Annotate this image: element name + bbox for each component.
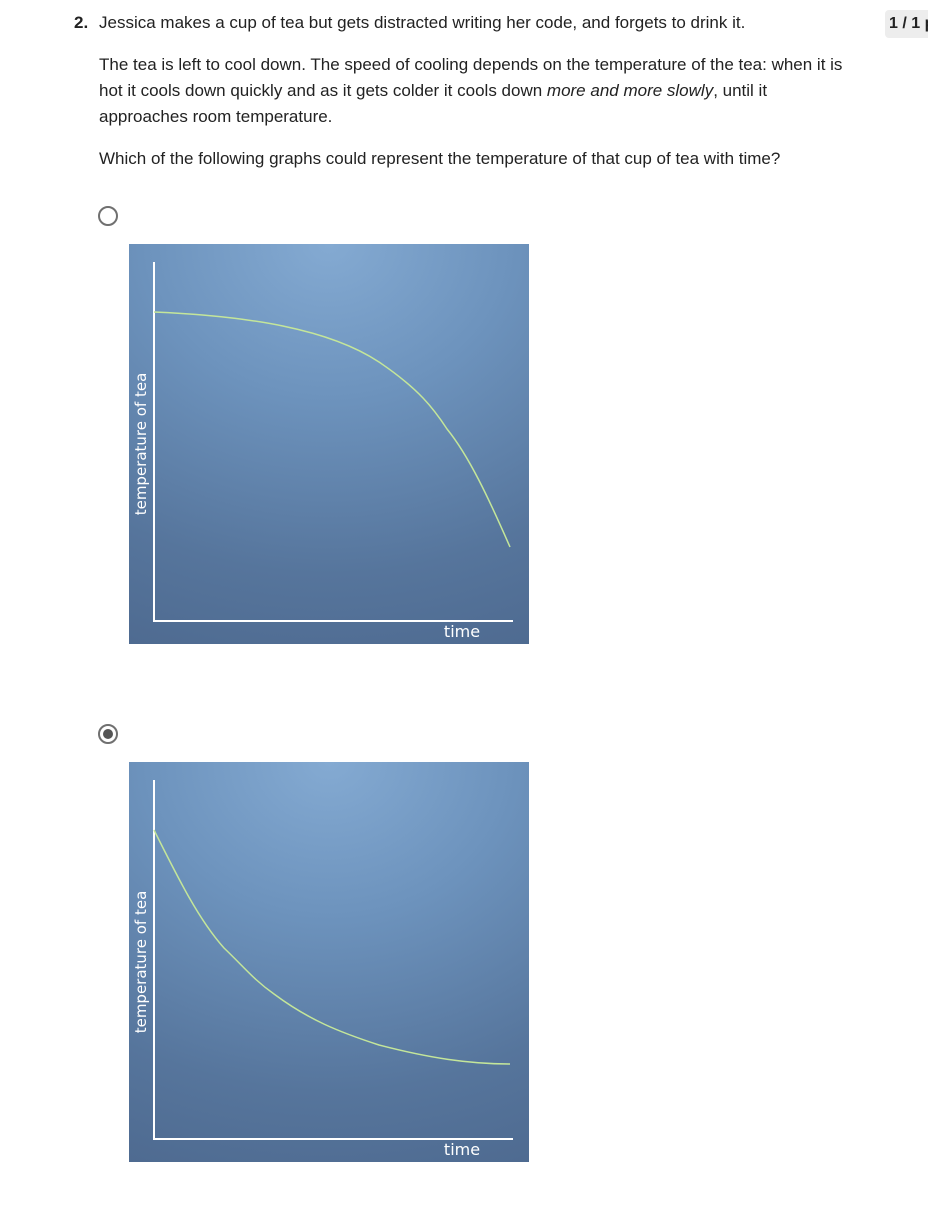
description-end: , until it approaches room temperature. [99, 81, 768, 126]
option-1-graph[interactable]: temperature of tea time [129, 244, 529, 644]
description-emphasis: more and more slowly [546, 81, 714, 100]
description-start: The tea is left to cool down. The speed … [99, 55, 843, 100]
temperature-curve [153, 311, 511, 548]
score-badge: 1 / 1 p [885, 10, 928, 38]
x-axis-label: time [443, 1140, 481, 1159]
option-2-graph-svg [153, 780, 513, 1140]
y-axis-label: temperature of tea [132, 890, 150, 1034]
question-title: Jessica makes a cup of tea but gets dist… [99, 13, 746, 32]
x-axis-label: time [443, 622, 481, 641]
temperature-curve [153, 829, 511, 1065]
option-2-radio[interactable] [98, 724, 118, 744]
question-number: 2. [74, 13, 89, 32]
option-2-graph[interactable]: temperature of tea time [129, 762, 529, 1162]
option-1-radio[interactable] [98, 206, 118, 226]
question-description: The tea is left to cool down. The speed … [99, 52, 849, 130]
question-prompt: Which of the following graphs could repr… [99, 149, 781, 168]
option-1-graph-svg [153, 262, 513, 622]
y-axis-label: temperature of tea [132, 372, 150, 516]
